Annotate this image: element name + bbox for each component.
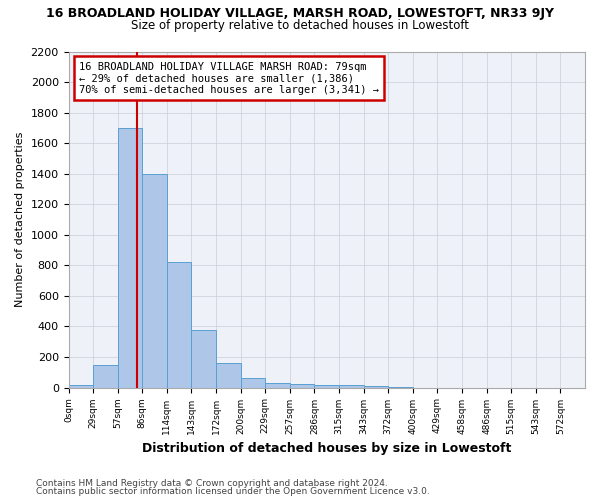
- Bar: [339, 386, 364, 388]
- Text: 16 BROADLAND HOLIDAY VILLAGE, MARSH ROAD, LOWESTOFT, NR33 9JY: 16 BROADLAND HOLIDAY VILLAGE, MARSH ROAD…: [46, 8, 554, 20]
- Bar: [290, 384, 314, 388]
- Text: Contains public sector information licensed under the Open Government Licence v3: Contains public sector information licen…: [36, 487, 430, 496]
- Text: 16 BROADLAND HOLIDAY VILLAGE MARSH ROAD: 79sqm
← 29% of detached houses are smal: 16 BROADLAND HOLIDAY VILLAGE MARSH ROAD:…: [79, 62, 379, 95]
- Bar: [93, 364, 118, 388]
- Bar: [364, 386, 388, 388]
- Bar: [118, 128, 142, 388]
- Bar: [142, 174, 167, 388]
- X-axis label: Distribution of detached houses by size in Lowestoft: Distribution of detached houses by size …: [142, 442, 511, 455]
- Bar: [265, 383, 290, 388]
- Bar: [241, 378, 265, 388]
- Bar: [314, 384, 339, 388]
- Bar: [68, 384, 93, 388]
- Y-axis label: Number of detached properties: Number of detached properties: [15, 132, 25, 307]
- Bar: [191, 330, 216, 388]
- Bar: [216, 363, 241, 388]
- Bar: [388, 387, 413, 388]
- Bar: [167, 262, 191, 388]
- Text: Size of property relative to detached houses in Lowestoft: Size of property relative to detached ho…: [131, 18, 469, 32]
- Text: Contains HM Land Registry data © Crown copyright and database right 2024.: Contains HM Land Registry data © Crown c…: [36, 478, 388, 488]
